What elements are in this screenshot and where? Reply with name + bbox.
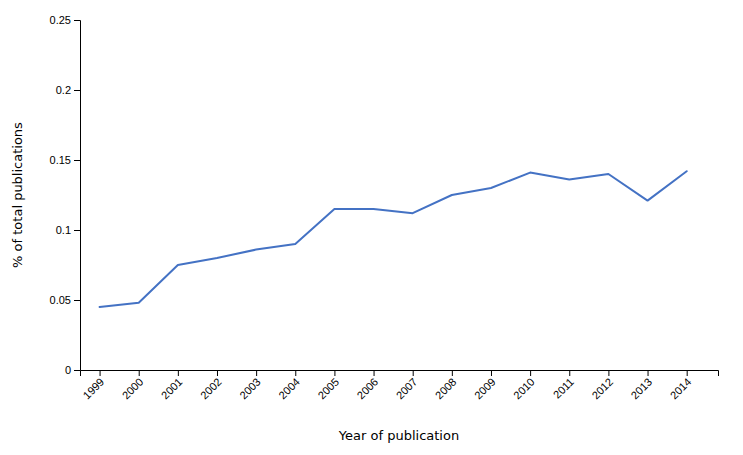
- x-tick: 2007: [394, 370, 420, 401]
- chart: 1999 2000 2001 2002 2003 2004 2005 2006 2007 2008…: [0, 0, 743, 455]
- x-tick-mark: [374, 370, 375, 376]
- y-tick: 0.2: [56, 84, 80, 96]
- y-tick-label: 0.2: [56, 84, 71, 96]
- x-tick-mark: [178, 370, 179, 376]
- x-tick-label: 2008: [433, 376, 459, 402]
- x-tick: 2000: [120, 370, 146, 401]
- x-axis-title: Year of publication: [338, 428, 459, 443]
- x-tick-mark: [100, 370, 101, 376]
- y-tick-label: 0.25: [50, 14, 71, 26]
- x-tick: 2001: [159, 370, 185, 401]
- y-tick: 0.05: [50, 294, 80, 306]
- y-tick: 0: [65, 364, 80, 376]
- x-tick-mark: [491, 370, 492, 376]
- y-tick-label: 0.1: [56, 224, 71, 236]
- y-tick: 0.25: [50, 14, 80, 26]
- x-tick-label: 2003: [237, 376, 263, 402]
- x-tick: 2014: [668, 370, 694, 401]
- x-tick: 2006: [354, 370, 380, 401]
- x-tick: 2008: [433, 370, 459, 401]
- y-tick-label: 0: [65, 364, 71, 376]
- x-tick: 1999: [80, 370, 106, 401]
- x-tick-mark: [413, 370, 414, 376]
- x-tick: 2005: [315, 370, 341, 401]
- y-tick: 0.15: [50, 154, 80, 166]
- x-axis-line: [81, 371, 719, 377]
- x-tick: 2013: [628, 370, 654, 401]
- x-tick: 2012: [589, 370, 615, 401]
- x-tick-label: 2009: [472, 376, 498, 402]
- y-axis: 0 0.05 0.1 0.15 0.2 0.25: [50, 14, 81, 376]
- x-tick-mark: [217, 370, 218, 376]
- y-tick-mark: [74, 90, 80, 91]
- y-tick-mark: [74, 160, 80, 161]
- x-tick-label: 2011: [551, 376, 576, 401]
- x-tick-label: 2013: [628, 376, 654, 402]
- x-tick-mark: [452, 370, 453, 376]
- y-tick-mark: [74, 20, 80, 21]
- x-tick-label: 1999: [80, 376, 106, 402]
- plot: 1999 2000 2001 2002 2003 2004 2005 2006 2007 2008…: [10, 14, 719, 443]
- x-axis: 1999 2000 2001 2002 2003 2004 2005 2006 2007 2008…: [80, 370, 718, 401]
- y-tick-mark: [74, 370, 80, 371]
- x-tick-label: 2007: [394, 376, 420, 402]
- x-tick-mark: [139, 370, 140, 376]
- y-tick-mark: [74, 230, 80, 231]
- series: [100, 171, 687, 307]
- x-tick: 2003: [237, 370, 263, 401]
- x-tick-label: 2002: [198, 376, 224, 402]
- x-tick: 2010: [511, 370, 537, 401]
- line: [100, 171, 687, 307]
- x-tick-label: 2012: [589, 376, 615, 402]
- x-tick: 2009: [472, 370, 498, 401]
- x-tick: 2002: [198, 370, 224, 401]
- x-tick-mark: [608, 370, 609, 376]
- x-tick-label: 2010: [511, 376, 537, 402]
- x-tick-label: 2004: [276, 376, 302, 402]
- y-tick-label: 0.05: [50, 294, 71, 306]
- x-tick-mark: [256, 370, 257, 376]
- x-tick-label: 2005: [315, 376, 341, 402]
- x-tick-label: 2014: [668, 376, 694, 402]
- x-tick-mark: [530, 370, 531, 376]
- y-axis-line: [74, 21, 81, 371]
- x-tick-mark: [687, 370, 688, 376]
- x-tick: 2011: [551, 370, 576, 401]
- x-tick-mark: [295, 370, 296, 376]
- x-tick-label: 2001: [159, 376, 185, 402]
- x-tick-label: 2006: [354, 376, 380, 402]
- y-tick-mark: [74, 300, 80, 301]
- x-tick-mark: [648, 370, 649, 376]
- x-tick-label: 2000: [120, 376, 146, 402]
- x-tick: 2004: [276, 370, 302, 401]
- x-tick-mark: [334, 370, 335, 376]
- y-tick-label: 0.15: [50, 154, 71, 166]
- x-tick-mark: [569, 370, 570, 376]
- y-axis-title: % of total publications: [10, 122, 25, 268]
- y-tick: 0.1: [56, 224, 80, 236]
